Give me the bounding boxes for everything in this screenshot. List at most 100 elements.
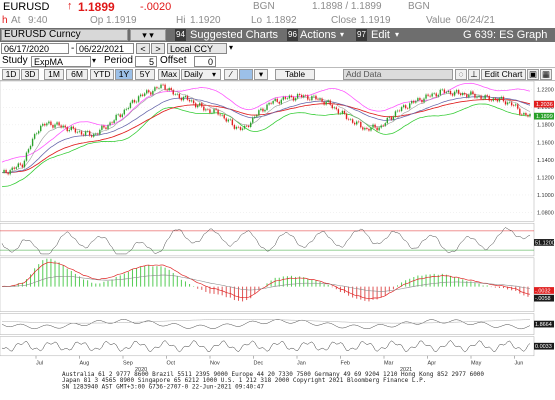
- candle-body: [194, 103, 197, 108]
- month-label: Jul: [36, 361, 43, 367]
- month-label: Feb: [341, 361, 350, 367]
- settings-icon[interactable]: ▦: [540, 69, 552, 80]
- candle-body: [235, 126, 238, 129]
- candle-body: [409, 103, 411, 109]
- candle-body: [470, 91, 472, 95]
- frequency-select[interactable]: Daily: [181, 69, 221, 80]
- month-label: Sep: [123, 361, 133, 367]
- start-date-input[interactable]: 06/17/2020: [1, 43, 69, 54]
- candle-body: [72, 126, 75, 129]
- price-chart[interactable]: 1.2200 1.2000 1.1800 1.1600 1.1400 1.1200 1.10…: [0, 81, 555, 400]
- candle-body: [127, 107, 130, 109]
- period-button-Max[interactable]: Max: [158, 69, 180, 80]
- draw-line-icon[interactable]: ∕: [224, 69, 238, 80]
- annotation-icon[interactable]: ▾: [254, 69, 268, 80]
- zoom-icon[interactable]: ◌: [455, 69, 467, 80]
- candle-body: [278, 101, 280, 104]
- period-button-1M[interactable]: 1M: [44, 69, 64, 80]
- edit-chart-button[interactable]: Edit Chart: [481, 69, 526, 80]
- month-label: Oct: [167, 361, 176, 367]
- candle-body: [141, 94, 144, 96]
- period-button-1Y[interactable]: 1Y: [115, 69, 133, 80]
- time: 9:40: [28, 15, 48, 26]
- lower-band-line: [1, 103, 531, 188]
- candle-body: [229, 119, 232, 121]
- actions-button[interactable]: Actions: [300, 29, 337, 41]
- currency-select[interactable]: Local CCY: [167, 43, 227, 54]
- save-icon[interactable]: ▣: [527, 69, 539, 80]
- period-button-6M[interactable]: 6M: [66, 69, 88, 80]
- candle-body: [139, 94, 142, 97]
- candle-body: [99, 129, 101, 135]
- candle-body: [500, 96, 503, 99]
- suggested-charts-button[interactable]: Suggested Charts: [190, 29, 279, 41]
- y-tick-label: 1.1600: [537, 140, 554, 146]
- panel-tag-label: -.0032: [535, 288, 551, 294]
- candle-body: [254, 116, 256, 118]
- candle-body: [131, 100, 134, 103]
- prev-range-button[interactable]: <: [136, 43, 150, 54]
- candle-body: [64, 125, 66, 128]
- add-data-input[interactable]: Add Data: [343, 69, 453, 80]
- candle-body: [97, 133, 99, 135]
- security-menu-button[interactable]: ▾ ▾: [130, 29, 166, 41]
- next-range-button[interactable]: >: [151, 43, 165, 54]
- indicator-panel[interactable]: [0, 336, 535, 357]
- volatility-panel[interactable]: [0, 313, 535, 335]
- close-label: Close: [331, 15, 357, 26]
- candle-body: [517, 104, 519, 109]
- value-date: 06/24/21: [456, 15, 495, 26]
- panel-tag: [534, 239, 554, 246]
- candle-body: [101, 125, 103, 130]
- period-button-1D[interactable]: 1D: [2, 69, 20, 80]
- candle-body: [264, 109, 266, 112]
- candle-body: [508, 102, 511, 103]
- chart-type-icon[interactable]: [239, 69, 253, 80]
- footer-line: Australia 61 2 9777 8600 Brazil 5511 239…: [62, 372, 484, 378]
- candle-body: [3, 169, 5, 173]
- candle-body: [160, 84, 162, 89]
- candle-body: [19, 163, 22, 165]
- study-label: Study: [2, 55, 28, 66]
- candle-body: [23, 160, 26, 168]
- offset-input[interactable]: 0: [194, 56, 216, 67]
- period-button-3D[interactable]: 3D: [21, 69, 39, 80]
- study-select[interactable]: ExpMA: [31, 56, 91, 67]
- table-button[interactable]: Table: [275, 69, 315, 80]
- value-label: Value: [426, 15, 451, 26]
- candle-body: [105, 127, 107, 129]
- rsi-panel[interactable]: [0, 222, 535, 257]
- candle-body: [190, 100, 193, 102]
- candle-body: [46, 123, 48, 126]
- rsi-line: [1, 227, 531, 255]
- end-date-input[interactable]: 06/22/2021: [76, 43, 134, 54]
- security-field[interactable]: EURUSD Curncy: [1, 29, 128, 41]
- period-button-YTD[interactable]: YTD: [90, 69, 114, 80]
- y-tick-label: 1.1200: [537, 175, 554, 181]
- candle-body: [358, 121, 360, 123]
- candle-body: [135, 101, 138, 103]
- candlestick-series: [3, 83, 531, 176]
- candle-body: [109, 122, 111, 126]
- candle-body: [129, 102, 132, 108]
- candle-body: [294, 98, 297, 101]
- macd-line: [1, 261, 531, 300]
- edit-button[interactable]: Edit: [371, 29, 390, 41]
- candle-body: [441, 89, 444, 91]
- frequency-chevron-icon: ▾: [212, 70, 217, 79]
- range-dash: -: [71, 43, 75, 54]
- candle-body: [331, 104, 333, 109]
- panel-tag: [534, 294, 554, 302]
- candle-body: [125, 108, 128, 110]
- period-button-5Y[interactable]: 5Y: [135, 69, 155, 80]
- period-input[interactable]: 5: [135, 56, 157, 67]
- candle-body: [288, 95, 291, 99]
- close: 1.1919: [360, 15, 391, 26]
- candle-body: [231, 119, 234, 126]
- candle-body: [396, 110, 399, 112]
- pin-icon[interactable]: ⊥: [468, 69, 480, 80]
- candle-body: [223, 114, 225, 119]
- panel-tag: [534, 287, 554, 294]
- candle-body: [180, 98, 183, 101]
- at-label: At: [11, 15, 21, 26]
